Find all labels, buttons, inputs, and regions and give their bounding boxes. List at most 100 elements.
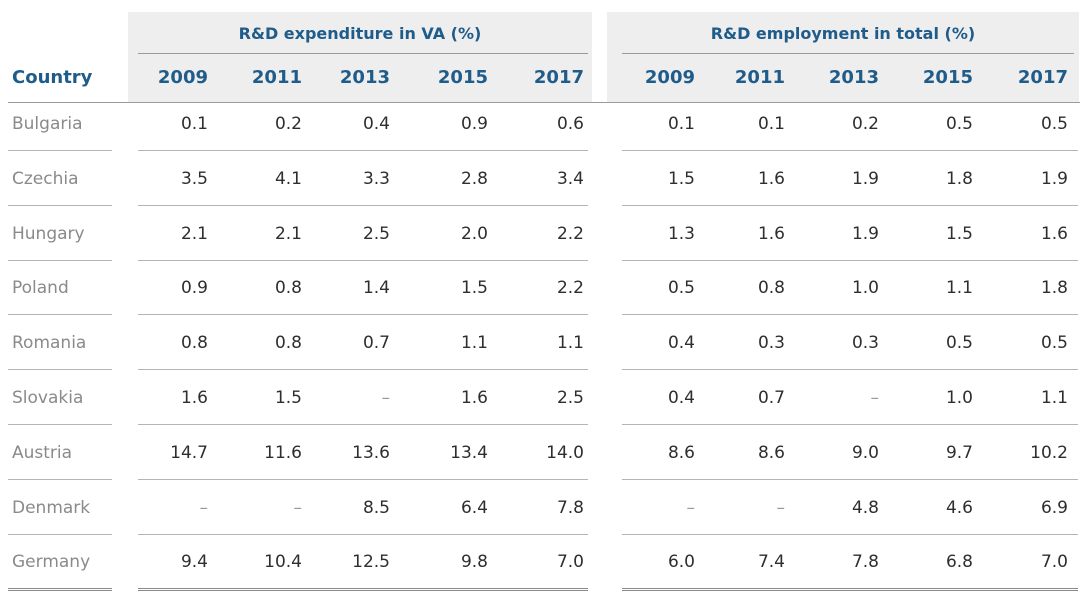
value-cell: 7.0 xyxy=(1040,552,1068,572)
value-cell: 0.9 xyxy=(460,114,488,134)
row-divider xyxy=(8,534,112,535)
country-cell: Czechia xyxy=(12,169,79,189)
header-divider xyxy=(8,102,1080,103)
value-cell: 14.7 xyxy=(170,443,208,463)
table-row: Slovakia 1.6 1.5 – 1.6 2.5 0.4 0.7 – 1.0… xyxy=(0,376,1082,426)
table-row: Germany 9.4 10.4 12.5 9.8 7.0 6.0 7.4 7.… xyxy=(0,540,1082,591)
value-cell: 8.5 xyxy=(362,498,390,518)
table-bottom-rule xyxy=(138,588,588,591)
value-cell: 1.1 xyxy=(1040,388,1068,408)
table-bottom-rule xyxy=(8,588,112,591)
row-divider xyxy=(622,260,1078,261)
row-divider xyxy=(138,534,588,535)
value-cell: 0.3 xyxy=(851,333,879,353)
row-divider xyxy=(622,424,1078,425)
value-cell: 0.5 xyxy=(945,114,973,134)
value-cell: 0.8 xyxy=(274,278,302,298)
value-cell: 1.9 xyxy=(851,169,879,189)
value-cell: 7.8 xyxy=(556,498,584,518)
row-divider xyxy=(622,369,1078,370)
value-cell: 0.5 xyxy=(945,333,973,353)
row-divider xyxy=(8,479,112,480)
column-header-employment-year: 2013 xyxy=(828,67,879,88)
value-cell: 1.9 xyxy=(1040,169,1068,189)
value-cell: 1.8 xyxy=(945,169,973,189)
row-divider xyxy=(622,534,1078,535)
table-row: Poland 0.9 0.8 1.4 1.5 2.2 0.5 0.8 1.0 1… xyxy=(0,266,1082,316)
value-cell: 14.0 xyxy=(546,443,584,463)
group-divider-left xyxy=(138,53,588,54)
value-cell: – xyxy=(776,498,786,518)
value-cell: 7.8 xyxy=(851,552,879,572)
value-cell: 3.3 xyxy=(362,169,390,189)
value-cell: 0.7 xyxy=(757,388,785,408)
table-row: Denmark – – 8.5 6.4 7.8 – – 4.8 4.6 6.9 xyxy=(0,486,1082,536)
value-cell: 12.5 xyxy=(352,552,390,572)
row-divider xyxy=(138,314,588,315)
country-cell: Poland xyxy=(12,278,69,298)
row-divider xyxy=(8,205,112,206)
table-row: Hungary 2.1 2.1 2.5 2.0 2.2 1.3 1.6 1.9 … xyxy=(0,212,1082,262)
value-cell: 0.9 xyxy=(180,278,208,298)
value-cell: 1.6 xyxy=(460,388,488,408)
value-cell: 6.0 xyxy=(667,552,695,572)
table-row: Austria 14.7 11.6 13.6 13.4 14.0 8.6 8.6… xyxy=(0,431,1082,481)
group-title-rd-expenditure: R&D expenditure in VA (%) xyxy=(238,24,482,43)
value-cell: 0.6 xyxy=(556,114,584,134)
value-cell: – xyxy=(381,388,391,408)
table-row: Romania 0.8 0.8 0.7 1.1 1.1 0.4 0.3 0.3 … xyxy=(0,321,1082,371)
column-header-employment-year: 2015 xyxy=(922,67,973,88)
value-cell: 8.6 xyxy=(757,443,785,463)
row-divider xyxy=(622,314,1078,315)
row-divider xyxy=(622,150,1078,151)
value-cell: 2.1 xyxy=(274,224,302,244)
value-cell: 9.7 xyxy=(945,443,973,463)
value-cell: 0.5 xyxy=(1040,114,1068,134)
country-cell: Germany xyxy=(12,552,91,572)
row-divider xyxy=(138,424,588,425)
header-background-right xyxy=(607,12,1079,102)
value-cell: 3.5 xyxy=(180,169,208,189)
value-cell: 0.1 xyxy=(667,114,695,134)
value-cell: 9.0 xyxy=(851,443,879,463)
value-cell: 1.0 xyxy=(851,278,879,298)
value-cell: 1.5 xyxy=(460,278,488,298)
column-header-expenditure-year: 2015 xyxy=(437,67,488,88)
country-cell: Bulgaria xyxy=(12,114,83,134)
value-cell: 0.7 xyxy=(362,333,390,353)
value-cell: 9.4 xyxy=(180,552,208,572)
value-cell: 1.8 xyxy=(1040,278,1068,298)
country-cell: Denmark xyxy=(12,498,91,518)
value-cell: 6.4 xyxy=(460,498,488,518)
value-cell: 7.0 xyxy=(556,552,584,572)
value-cell: 0.1 xyxy=(180,114,208,134)
value-cell: 11.6 xyxy=(264,443,302,463)
column-header-employment-year: 2009 xyxy=(644,67,695,88)
country-cell: Slovakia xyxy=(12,388,84,408)
value-cell: 4.1 xyxy=(274,169,302,189)
value-cell: 1.4 xyxy=(362,278,390,298)
value-cell: 6.8 xyxy=(945,552,973,572)
value-cell: – xyxy=(870,388,880,408)
header-background-left xyxy=(128,12,592,102)
value-cell: 0.3 xyxy=(757,333,785,353)
value-cell: 9.8 xyxy=(460,552,488,572)
column-header-expenditure-year: 2013 xyxy=(339,67,390,88)
value-cell: 0.8 xyxy=(274,333,302,353)
value-cell: 0.1 xyxy=(757,114,785,134)
value-cell: 13.4 xyxy=(450,443,488,463)
value-cell: 1.1 xyxy=(460,333,488,353)
value-cell: 1.6 xyxy=(757,224,785,244)
value-cell: 2.1 xyxy=(180,224,208,244)
row-divider xyxy=(8,260,112,261)
value-cell: 2.8 xyxy=(460,169,488,189)
value-cell: 7.4 xyxy=(757,552,785,572)
value-cell: 2.0 xyxy=(460,224,488,244)
value-cell: 1.3 xyxy=(667,224,695,244)
value-cell: – xyxy=(293,498,303,518)
column-header-employment-year: 2011 xyxy=(734,67,785,88)
row-divider xyxy=(8,150,112,151)
column-header-expenditure-year: 2011 xyxy=(251,67,302,88)
column-header-expenditure-year: 2017 xyxy=(533,67,584,88)
value-cell: 0.2 xyxy=(274,114,302,134)
